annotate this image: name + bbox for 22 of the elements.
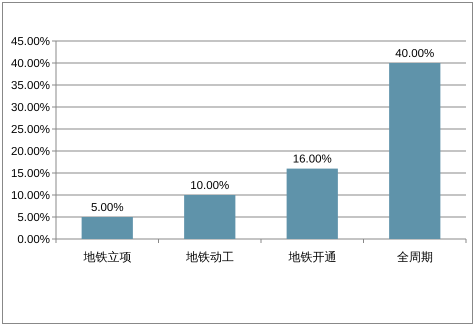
y-tick-label: 15.00% <box>10 168 50 180</box>
bar <box>389 63 440 239</box>
data-label: 40.00% <box>395 48 434 60</box>
y-tick-label: 20.00% <box>10 146 50 158</box>
bar <box>82 217 133 239</box>
y-tick-label: 0.00% <box>17 234 50 246</box>
x-tick-label: 全周期 <box>396 250 433 264</box>
x-tick-label: 地铁开通 <box>287 250 336 264</box>
y-tick-label: 30.00% <box>10 102 50 114</box>
y-tick-label: 40.00% <box>10 58 50 70</box>
y-tick-label: 45.00% <box>10 36 50 48</box>
data-label: 16.00% <box>292 154 332 166</box>
data-label: 5.00% <box>90 202 124 214</box>
y-tick-label: 10.00% <box>10 190 50 202</box>
x-tick-label: 地铁立项 <box>82 250 132 264</box>
data-label: 10.00% <box>190 180 230 192</box>
y-tick-label: 25.00% <box>10 124 50 136</box>
y-tick-label: 5.00% <box>17 212 50 224</box>
bar <box>184 195 236 239</box>
x-tick-label: 地铁动工 <box>184 250 234 264</box>
bar <box>286 168 338 239</box>
y-tick-label: 35.00% <box>10 80 50 92</box>
